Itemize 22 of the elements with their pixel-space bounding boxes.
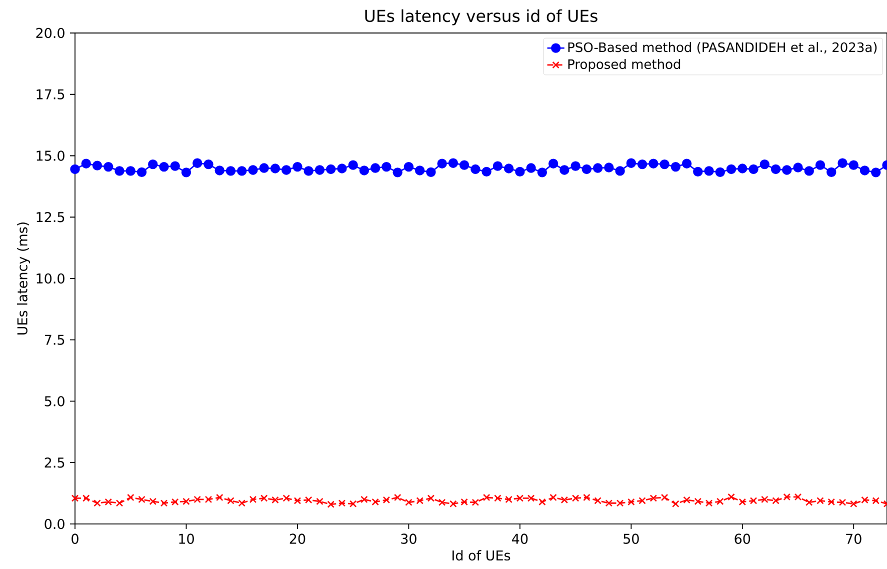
y-tick-label: 12.5 [36,212,64,222]
y-tick-label: 10.0 [36,273,64,284]
x-axis-title: Id of UEs [452,550,510,561]
y-axis-title: UEs latency (ms) [16,222,30,334]
x-tick-label: 70 [846,534,862,544]
x-tick-label: 20 [290,534,306,544]
legend-label: PSO-Based method (PASANDIDEH et al., 2023a) [568,42,877,54]
y-tick-label: 15.0 [36,150,64,161]
chart-title: UEs latency versus id of UEs [365,9,598,26]
x-tick-label: 30 [401,534,416,544]
y-tick-label: 0.0 [44,518,64,530]
x-tick-label: 40 [512,534,528,544]
legend-label: Proposed method [568,58,680,72]
y-tick-label: 2.5 [44,458,64,468]
y-tick-label: 5.0 [44,396,64,406]
y-tick-label: 7.5 [44,334,64,345]
x-tick-label: 10 [179,534,194,544]
y-tick-label: 17.5 [36,89,64,100]
x-tick-label: 50 [624,534,639,544]
y-tick-label: 20.0 [36,28,64,38]
x-tick-label: 60 [734,534,750,544]
x-tick-label: 0 [72,534,78,544]
